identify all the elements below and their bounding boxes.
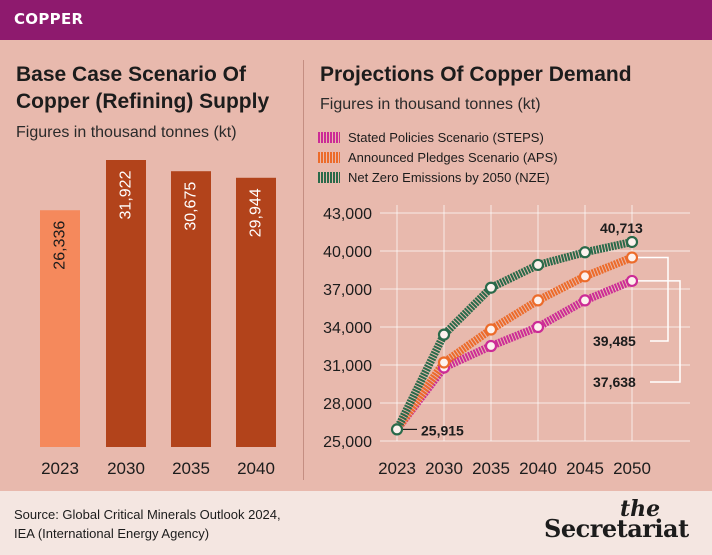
demand-chart-title: Projections Of Copper Demand xyxy=(320,63,632,86)
demand-y-tick-label: 34,000 xyxy=(323,320,372,337)
panel-divider xyxy=(303,60,304,480)
legend-label-aps: Announced Pledges Scenario (APS) xyxy=(348,150,558,165)
footer xyxy=(0,491,712,555)
legend-swatch-steps xyxy=(318,132,340,143)
demand-y-tick-label: 43,000 xyxy=(323,206,372,223)
demand-x-tick-label: 2030 xyxy=(425,459,463,478)
demand-point-steps xyxy=(484,339,498,353)
demand-point-aps xyxy=(484,323,498,336)
demand-annotation-label: 40,713 xyxy=(600,220,643,236)
supply-chart-subtitle: Figures in thousand tonnes (kt) xyxy=(16,124,237,141)
demand-annotation-label: 37,638 xyxy=(593,374,636,390)
demand-x-tick-label: 2023 xyxy=(378,459,416,478)
demand-x-tick-label: 2040 xyxy=(519,459,557,478)
demand-y-tick-label: 40,000 xyxy=(323,244,372,261)
supply-bar xyxy=(236,177,276,447)
demand-chart-subtitle: Figures in thousand tonnes (kt) xyxy=(320,96,541,113)
supply-x-tick-label: 2040 xyxy=(237,459,275,478)
demand-x-tick-label: 2035 xyxy=(472,459,510,478)
demand-point-aps xyxy=(625,251,639,264)
supply-bar xyxy=(40,210,80,447)
supply-bar xyxy=(171,171,211,447)
supply-bar xyxy=(106,160,146,447)
supply-chart-title-line1: Base Case Scenario Of xyxy=(16,63,246,86)
demand-series-line-aps xyxy=(393,253,634,432)
source-line-2: IEA (International Energy Agency) xyxy=(14,526,210,541)
demand-x-tick-label: 2050 xyxy=(613,459,651,478)
supply-bar-value-label: 26,336 xyxy=(52,221,69,270)
legend-label-steps: Stated Policies Scenario (STEPS) xyxy=(348,130,544,145)
demand-point-nze xyxy=(390,423,404,436)
demand-point-nze xyxy=(437,328,451,341)
supply-x-tick-label: 2030 xyxy=(107,459,145,478)
demand-y-tick-label: 25,000 xyxy=(323,434,372,451)
supply-x-tick-label: 2023 xyxy=(41,459,79,478)
demand-y-tick-label: 31,000 xyxy=(323,358,372,375)
source-note: Source: Global Critical Minerals Outlook… xyxy=(14,505,281,543)
section-label: COPPER xyxy=(14,10,84,28)
demand-series-line-nze xyxy=(393,238,633,432)
publisher-logo-the: the xyxy=(620,496,661,522)
demand-point-nze xyxy=(531,258,545,272)
legend-swatch-nze xyxy=(318,172,340,183)
header-bar: COPPER xyxy=(0,0,712,40)
supply-bar-value-label: 31,922 xyxy=(118,170,135,219)
demand-point-steps xyxy=(625,274,639,288)
demand-annotation-label: 25,915 xyxy=(421,422,464,438)
demand-point-nze xyxy=(484,281,498,294)
demand-annotation-leader xyxy=(638,280,681,383)
demand-x-tick-label: 2045 xyxy=(566,459,604,478)
demand-point-nze xyxy=(625,235,639,249)
demand-point-steps xyxy=(531,320,545,334)
source-line-1: Source: Global Critical Minerals Outlook… xyxy=(14,507,281,522)
legend-swatch-aps xyxy=(318,152,340,163)
demand-point-aps xyxy=(578,270,592,283)
demand-point-aps xyxy=(531,294,545,307)
legend-label-nze: Net Zero Emissions by 2050 (NZE) xyxy=(348,170,550,185)
publisher-logo-name: Secretariat xyxy=(544,514,689,543)
supply-x-tick-label: 2035 xyxy=(172,459,210,478)
supply-bar-value-label: 30,675 xyxy=(183,182,200,231)
supply-bar-value-label: 29,944 xyxy=(248,188,265,237)
supply-chart-title-line2: Copper (Refining) Supply xyxy=(16,90,270,113)
demand-point-aps xyxy=(437,356,451,369)
demand-annotation-leader xyxy=(638,256,669,342)
demand-y-tick-label: 37,000 xyxy=(323,282,372,299)
demand-point-nze xyxy=(578,246,592,259)
demand-annotation-label: 39,485 xyxy=(593,333,636,349)
demand-point-steps xyxy=(578,294,592,307)
demand-y-tick-label: 28,000 xyxy=(323,396,372,413)
